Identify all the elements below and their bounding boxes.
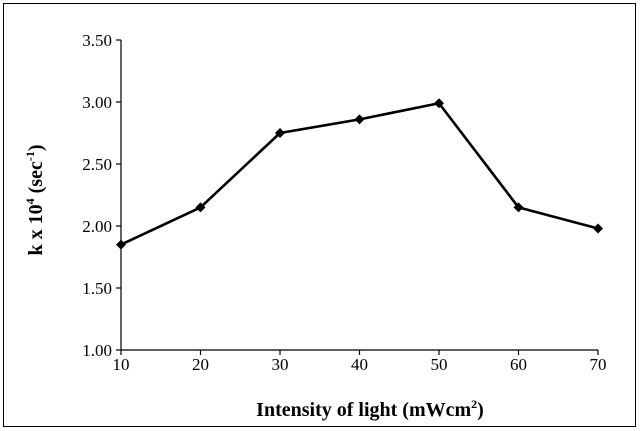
y-tick-label: 1.50 <box>82 279 112 298</box>
x-tick-label: 30 <box>272 355 289 374</box>
x-tick-label: 60 <box>510 355 527 374</box>
data-point-marker <box>434 98 444 109</box>
x-tick-label: 40 <box>351 355 368 374</box>
data-point-marker <box>275 128 285 138</box>
x-axis-title-main: Intensity of light (mWcm <box>256 399 471 421</box>
x-tick-label: 20 <box>192 355 209 374</box>
axes <box>120 40 598 351</box>
x-ticks: 10 20 30 40 50 60 70 <box>113 350 607 374</box>
series-line <box>120 101 599 246</box>
y-tick-label: 1.00 <box>82 341 112 360</box>
y-axis-title-p1: k x 10 <box>25 204 47 255</box>
x-axis-title-tail: ) <box>477 399 484 421</box>
y-axis-title-sup1: 4 <box>23 198 37 204</box>
x-axis-title-sup: 2 <box>471 397 477 411</box>
y-axis-title-sup2: -1 <box>23 151 37 161</box>
y-tick-label: 3.00 <box>82 93 112 112</box>
data-point-marker <box>593 223 603 234</box>
x-tick-label: 10 <box>113 355 130 374</box>
x-tick-label: 70 <box>590 355 607 374</box>
x-axis-title: Intensity of light (mWcm2) <box>256 397 484 421</box>
y-axis-title-p2: (sec <box>25 161 47 198</box>
y-tick-label: 2.50 <box>82 155 112 174</box>
series-group <box>116 98 603 250</box>
y-axis-title: k x 104 (sec-1) <box>23 145 47 256</box>
data-point-marker <box>116 239 126 250</box>
x-tick-label: 50 <box>431 355 448 374</box>
y-axis-title-p3: ) <box>25 145 47 152</box>
data-point-marker <box>513 202 524 213</box>
y-ticks: 1.00 1.50 2.00 2.50 3.00 3.50 <box>82 31 121 360</box>
data-point-marker <box>354 114 365 125</box>
y-tick-label: 2.00 <box>82 217 112 236</box>
data-point-marker <box>195 202 206 213</box>
chart-frame <box>3 3 636 427</box>
y-tick-label: 3.50 <box>82 31 112 50</box>
